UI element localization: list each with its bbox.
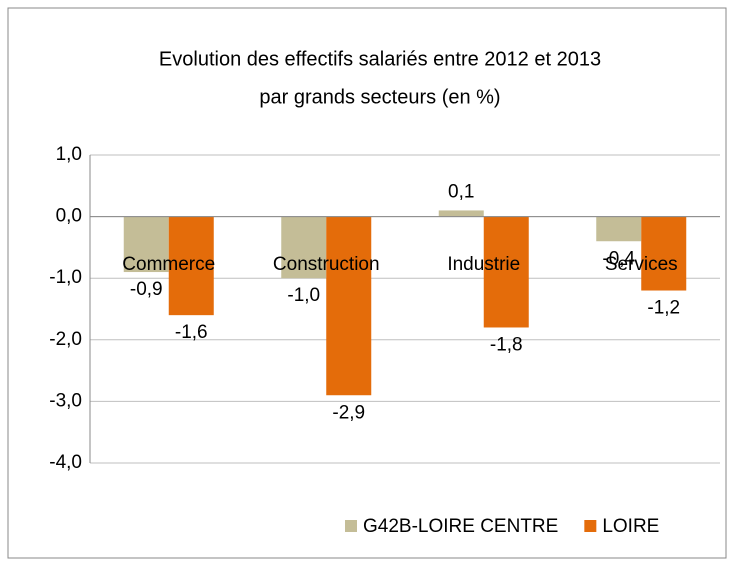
chart-title: Evolution des effectifs salariés entre 2… (159, 48, 601, 70)
y-tick-label: 0,0 (56, 206, 82, 227)
bar (326, 216, 372, 396)
category-label: Commerce (122, 254, 215, 275)
bar (641, 216, 687, 291)
y-tick-label: -1,0 (49, 267, 82, 288)
bar (281, 216, 327, 279)
bar (596, 216, 642, 242)
value-label: -0,9 (130, 279, 163, 300)
bar (483, 216, 529, 328)
value-label: -1,6 (175, 322, 208, 343)
legend-label: LOIRE (602, 516, 659, 537)
y-tick-label: -4,0 (49, 452, 82, 473)
value-label: -0,4 (602, 248, 635, 269)
category-label: Construction (273, 254, 380, 275)
category-label: Services (605, 254, 678, 275)
legend-swatch (584, 520, 597, 532)
bar (123, 216, 169, 273)
value-label: -1,2 (647, 298, 680, 319)
y-tick-label: 1,0 (56, 144, 82, 165)
legend-label: G42B-LOIRE CENTRE (363, 516, 558, 537)
value-label: -2,9 (332, 402, 365, 423)
chart-subtitle: par grands secteurs (en %) (259, 86, 500, 108)
value-label: -1,8 (490, 334, 523, 355)
value-label: 0,1 (448, 181, 474, 202)
value-label: -1,0 (287, 285, 320, 306)
category-label: Industrie (447, 254, 520, 275)
legend-swatch (345, 520, 357, 532)
y-tick-label: -2,0 (49, 329, 82, 350)
bar (168, 216, 214, 316)
y-tick-label: -3,0 (49, 390, 82, 411)
bar (438, 210, 484, 217)
